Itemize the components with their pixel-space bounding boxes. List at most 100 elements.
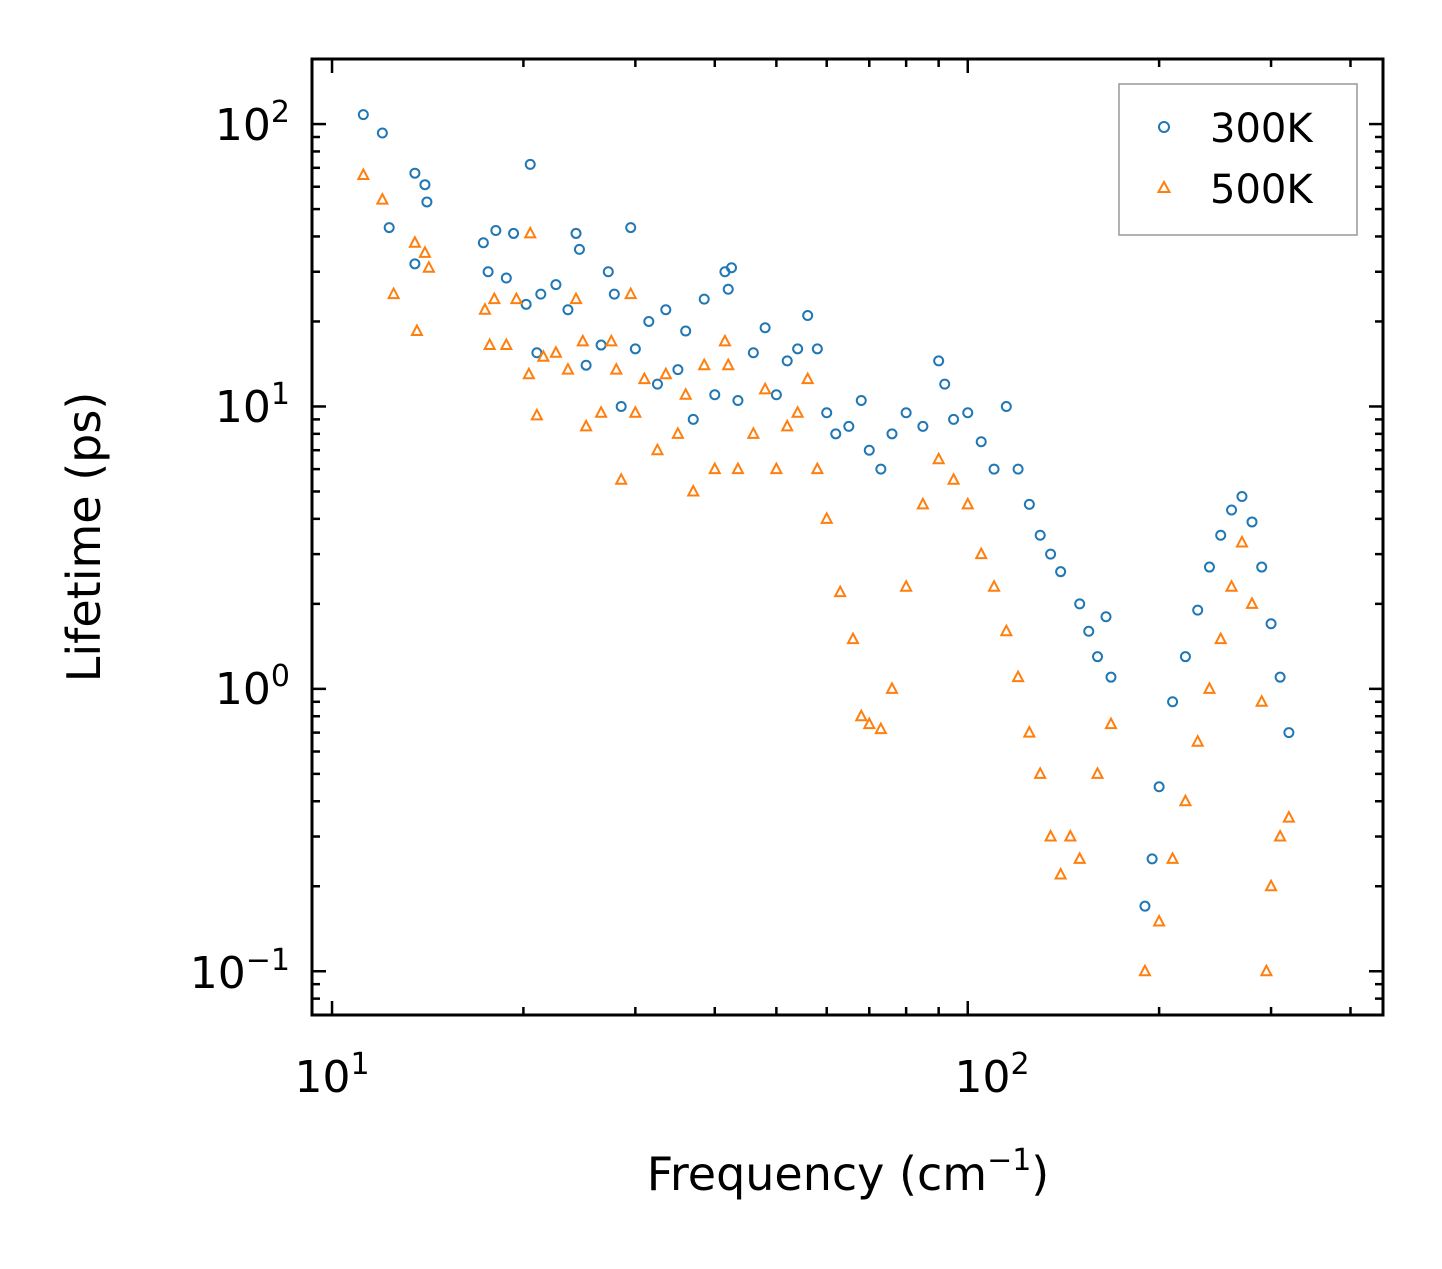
point-500K-49 bbox=[862, 716, 876, 730]
point-500K-27 bbox=[637, 371, 652, 385]
y-tick-label-0.1: 10−1 bbox=[190, 943, 290, 999]
point-300K-70 bbox=[1100, 611, 1112, 623]
point-500K-48 bbox=[854, 708, 868, 722]
point-500K-60 bbox=[1011, 669, 1025, 683]
point-500K-62 bbox=[1033, 766, 1047, 779]
point-500K-9 bbox=[487, 291, 501, 305]
point-500K-72 bbox=[1178, 793, 1193, 807]
point-300K-77 bbox=[1192, 604, 1204, 616]
point-300K-6 bbox=[421, 196, 433, 208]
point-300K-82 bbox=[1246, 516, 1258, 528]
point-300K-31 bbox=[680, 325, 692, 337]
point-300K-3 bbox=[409, 167, 421, 179]
point-300K-45 bbox=[811, 343, 823, 355]
point-500K-32 bbox=[686, 483, 700, 497]
point-300K-9 bbox=[490, 224, 502, 236]
point-500K-75 bbox=[1214, 631, 1228, 645]
point-300K-29 bbox=[660, 304, 672, 316]
point-500K-67 bbox=[1090, 766, 1105, 779]
point-300K-4 bbox=[409, 258, 421, 270]
point-500K-14 bbox=[530, 407, 544, 421]
point-500K-76 bbox=[1224, 579, 1239, 592]
plot-frame bbox=[310, 57, 1385, 1017]
point-300K-27 bbox=[643, 315, 655, 327]
point-500K-45 bbox=[820, 511, 834, 524]
point-300K-50 bbox=[863, 444, 875, 456]
legend: 300K 500K bbox=[1118, 83, 1358, 236]
point-300K-24 bbox=[615, 400, 627, 412]
point-300K-10 bbox=[500, 272, 512, 284]
point-500K-16 bbox=[549, 345, 563, 358]
point-300K-28 bbox=[651, 378, 663, 390]
point-300K-68 bbox=[1083, 625, 1095, 637]
y-tick-label-1: 100 bbox=[215, 659, 290, 715]
point-300K-18 bbox=[570, 227, 582, 239]
point-300K-7 bbox=[477, 237, 489, 249]
point-300K-2 bbox=[383, 222, 395, 234]
point-500K-13 bbox=[522, 366, 536, 380]
point-300K-13 bbox=[520, 298, 532, 310]
point-500K-31 bbox=[679, 387, 693, 400]
point-300K-86 bbox=[1283, 727, 1295, 739]
point-300K-60 bbox=[988, 463, 1000, 475]
point-500K-15 bbox=[536, 349, 551, 362]
point-300K-71 bbox=[1105, 671, 1117, 683]
point-300K-46 bbox=[821, 407, 833, 419]
point-500K-39 bbox=[758, 381, 772, 395]
point-500K-34 bbox=[708, 461, 722, 475]
point-300K-40 bbox=[759, 322, 771, 334]
point-500K-50 bbox=[874, 721, 888, 735]
legend-label-300K: 300K bbox=[1210, 106, 1314, 152]
point-300K-19 bbox=[573, 243, 585, 255]
point-300K-53 bbox=[900, 407, 912, 419]
point-300K-52 bbox=[886, 428, 898, 440]
data-points-layer bbox=[356, 109, 1296, 977]
point-500K-42 bbox=[790, 405, 805, 418]
point-500K-46 bbox=[833, 584, 847, 598]
point-500K-51 bbox=[885, 681, 899, 694]
point-300K-25 bbox=[625, 222, 637, 234]
point-500K-21 bbox=[594, 405, 608, 418]
point-500K-54 bbox=[932, 451, 946, 465]
point-300K-75 bbox=[1167, 696, 1179, 708]
y-tick-label-10: 101 bbox=[215, 377, 290, 433]
point-500K-56 bbox=[961, 496, 975, 510]
point-500K-66 bbox=[1073, 851, 1087, 864]
point-500K-81 bbox=[1264, 878, 1278, 892]
point-300K-41 bbox=[770, 389, 782, 401]
point-500K-59 bbox=[999, 623, 1013, 637]
point-300K-0 bbox=[357, 109, 369, 121]
point-300K-22 bbox=[602, 266, 614, 278]
point-500K-73 bbox=[1191, 734, 1205, 747]
point-500K-17 bbox=[561, 362, 575, 375]
point-300K-65 bbox=[1045, 548, 1057, 560]
point-300K-42 bbox=[781, 355, 793, 367]
point-300K-16 bbox=[550, 279, 562, 291]
point-500K-37 bbox=[731, 461, 745, 475]
point-300K-37 bbox=[726, 262, 738, 274]
point-500K-71 bbox=[1165, 851, 1180, 864]
point-300K-64 bbox=[1034, 529, 1046, 541]
point-300K-15 bbox=[535, 288, 547, 300]
point-500K-58 bbox=[987, 579, 1001, 592]
point-300K-80 bbox=[1226, 504, 1238, 516]
x-axis-label: Frequency (cm−1) bbox=[647, 1143, 1050, 1201]
point-500K-57 bbox=[974, 546, 988, 560]
point-500K-70 bbox=[1152, 913, 1166, 927]
point-500K-6 bbox=[422, 260, 436, 273]
x-tick-label-10: 101 bbox=[294, 1047, 369, 1103]
point-300K-1 bbox=[376, 127, 388, 139]
point-300K-59 bbox=[975, 436, 987, 448]
point-500K-61 bbox=[1022, 724, 1037, 738]
point-500K-12 bbox=[523, 225, 537, 239]
point-500K-36 bbox=[721, 357, 735, 371]
point-500K-29 bbox=[659, 366, 673, 380]
x-tick-label-100: 102 bbox=[954, 1047, 1029, 1103]
point-500K-18 bbox=[569, 291, 583, 305]
point-300K-20 bbox=[580, 359, 592, 371]
point-500K-74 bbox=[1202, 681, 1217, 694]
point-300K-43 bbox=[792, 343, 804, 355]
point-300K-74 bbox=[1153, 781, 1165, 793]
point-500K-43 bbox=[801, 371, 815, 385]
point-300K-14 bbox=[531, 347, 543, 359]
